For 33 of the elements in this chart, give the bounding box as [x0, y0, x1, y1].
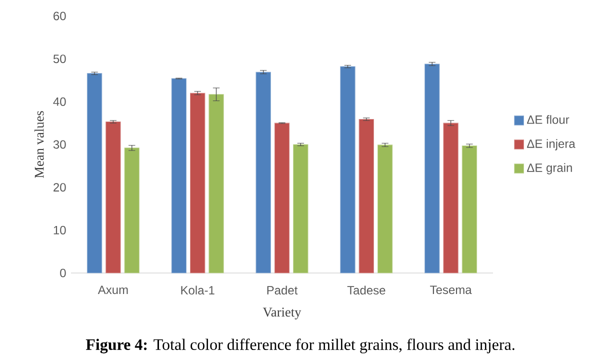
bar — [293, 144, 308, 274]
y-tick-label: 30 — [53, 140, 66, 149]
y-tick-label: 0 — [60, 268, 66, 278]
bar — [443, 122, 458, 274]
bar — [171, 78, 187, 274]
bar — [86, 73, 102, 274]
bar — [377, 144, 393, 274]
x-tick-label: Tadese — [347, 286, 386, 295]
x-tick-label: Padet — [267, 286, 298, 295]
x-tick-label: Tesema — [430, 286, 472, 294]
legend-label: ΔE flour — [527, 115, 570, 124]
y-tick-label: 50 — [53, 54, 66, 64]
bar — [190, 92, 206, 274]
bar — [106, 122, 121, 274]
x-axis-title: Variety — [262, 308, 302, 320]
bar — [208, 94, 224, 274]
legend-label: ΔE injera — [527, 139, 576, 150]
bar — [358, 118, 374, 274]
bar — [124, 148, 140, 274]
bar — [256, 72, 271, 274]
bar — [462, 146, 478, 274]
y-tick-label: 10 — [54, 226, 66, 234]
y-tick-label: 40 — [53, 97, 66, 106]
legend-label: ΔE grain — [527, 163, 572, 174]
bar — [340, 66, 356, 274]
bar — [424, 64, 440, 274]
y-tick-label: 20 — [54, 183, 66, 192]
text: Figure 4: Total color difference for millet grains, flours and injera. — [86, 338, 514, 354]
y-axis-title: Mean values — [34, 111, 44, 178]
x-tick-label: Axum — [98, 286, 128, 294]
x-tick-label: Kola-1 — [181, 286, 214, 295]
y-tick-label: 60 — [54, 12, 66, 20]
bar — [274, 122, 290, 274]
